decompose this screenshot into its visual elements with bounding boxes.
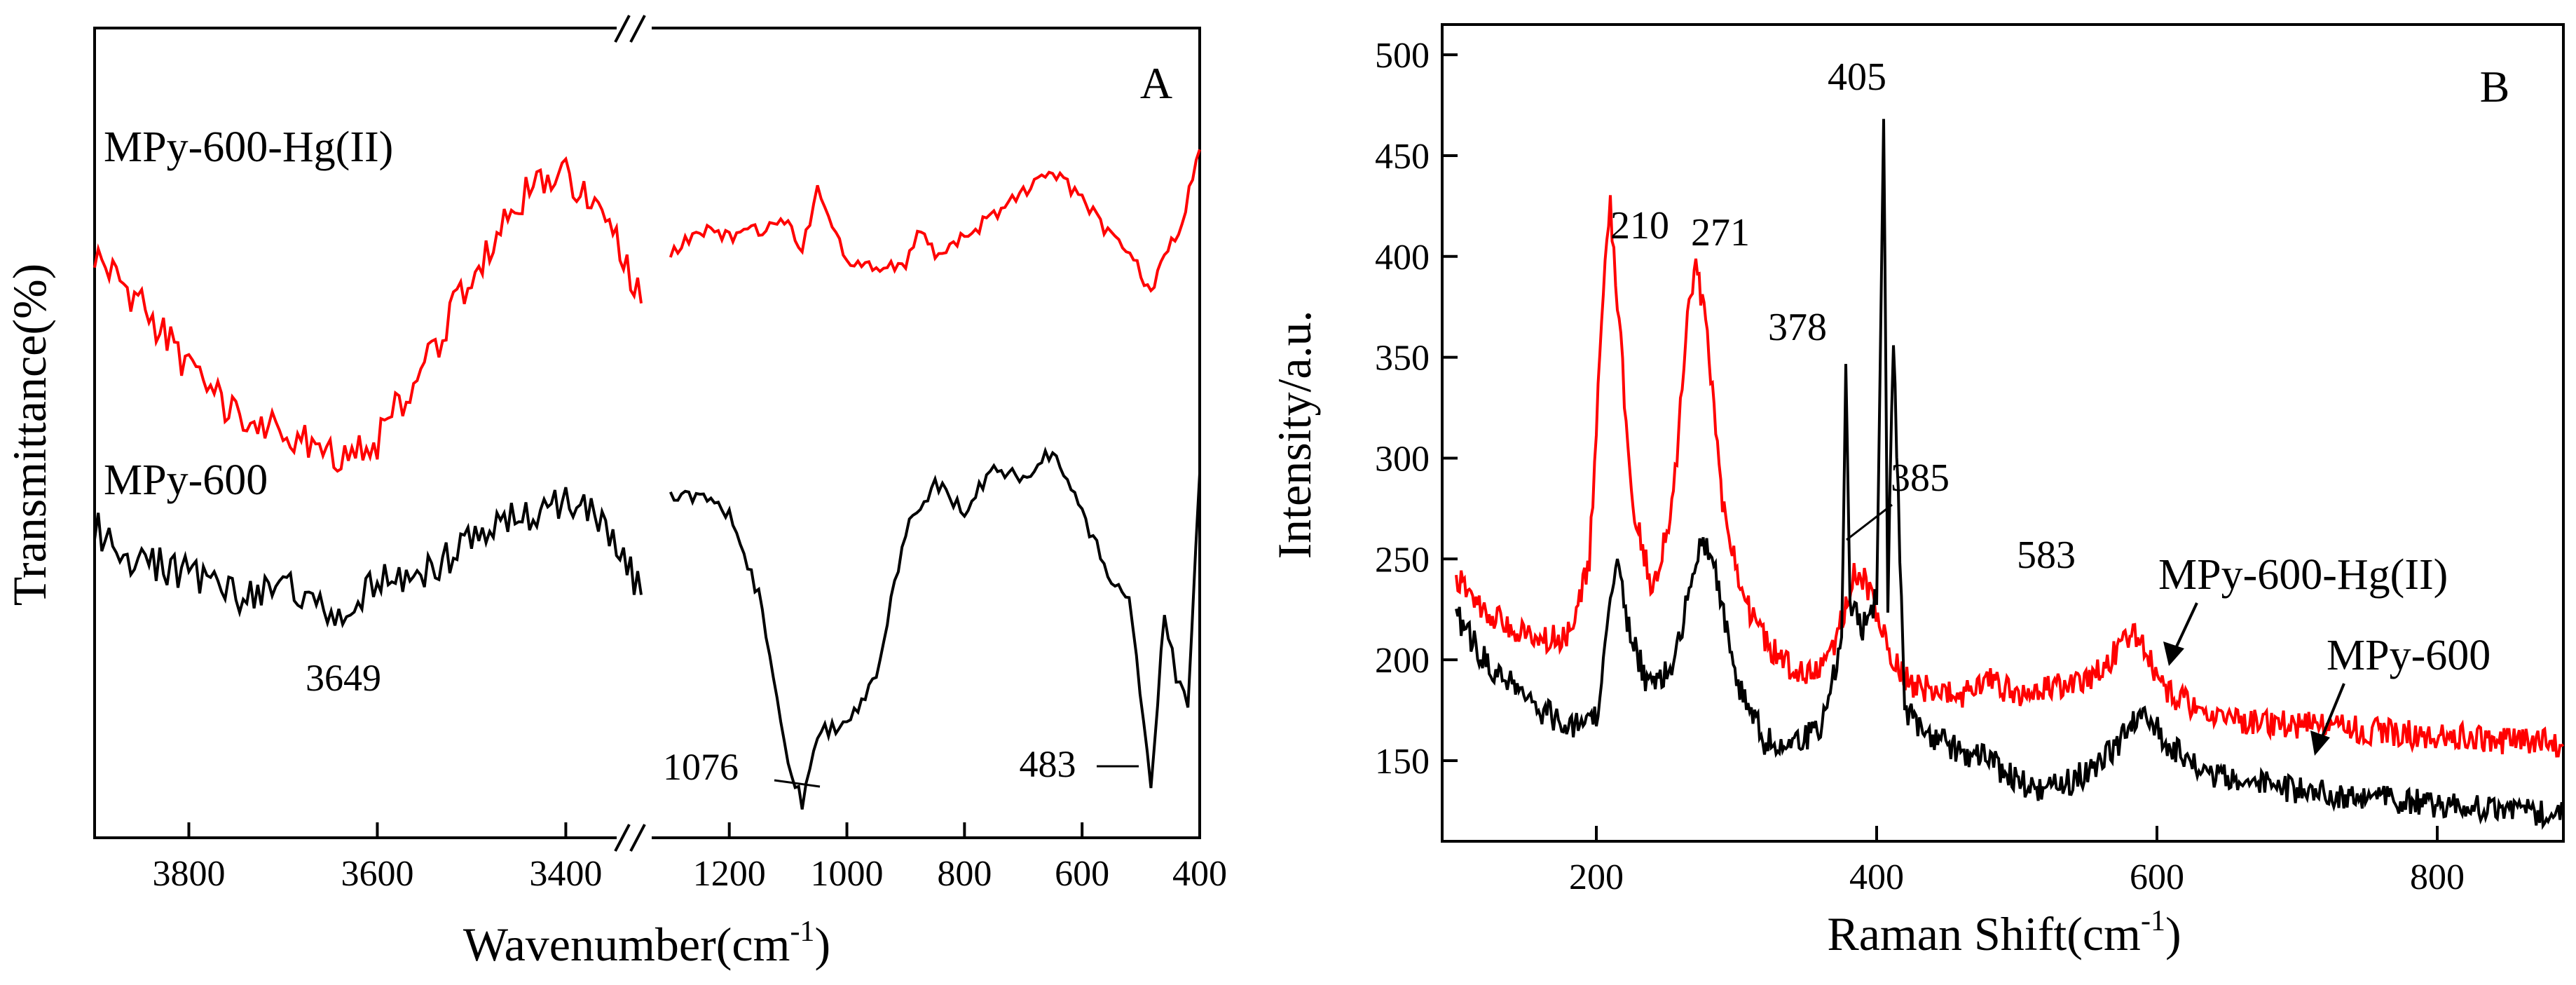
series-a-mpy-600-hg-part-2 xyxy=(669,149,1201,293)
panel-b-xtick-label: 200 xyxy=(1569,857,1624,897)
panel-b-ytick-label: 200 xyxy=(1375,641,1430,681)
legend-a-hg: MPy-600-Hg(II) xyxy=(104,123,393,171)
arrowhead-b-hg xyxy=(2163,641,2184,666)
arrow-b-mpy xyxy=(2318,683,2345,744)
panel-b-xtick-label: 600 xyxy=(2130,857,2184,897)
panel-a-ylabel: Transmittance(%) xyxy=(3,264,56,606)
annotation-1076: 1076 xyxy=(663,746,739,788)
panel-b-ytick-label: 350 xyxy=(1375,339,1430,379)
panel-a-xtick-label: 1000 xyxy=(811,854,884,894)
series-b-mpy-600 xyxy=(1455,118,2565,830)
legend-b-hg: MPy-600-Hg(II) xyxy=(2158,551,2448,599)
panel-a-label: A xyxy=(1140,58,1172,108)
legend-a-mpy: MPy-600 xyxy=(104,456,268,504)
panel-b-xlabel: Raman Shift(cm-1) xyxy=(1827,905,2181,960)
panel-a-xtick-label: 800 xyxy=(937,854,992,894)
panel-b-ytick-label: 300 xyxy=(1375,439,1430,479)
panel-a-xtick-label: 3400 xyxy=(529,854,602,894)
series-a-mpy-600-part-2 xyxy=(669,446,1201,810)
panel-b-frame xyxy=(1441,23,2565,843)
annotation-271: 271 xyxy=(1691,211,1750,254)
panel-a-xtick-label: 400 xyxy=(1172,854,1227,894)
panel-a-ticks: 3800 3600 3400 1200 1000 800 600 400 xyxy=(152,822,1227,894)
leader-1076 xyxy=(774,779,821,788)
panel-a-xlabel: Wavenumber(cm-1) xyxy=(463,916,830,971)
leader-385 xyxy=(1846,503,1893,541)
annotation-210: 210 xyxy=(1610,204,1669,247)
panel-b-ytick-label: 500 xyxy=(1375,36,1430,76)
panel-a-xtick-label: 1200 xyxy=(693,854,766,894)
panel-b-ytick-label: 400 xyxy=(1375,238,1430,278)
series-a-mpy-600-part-1 xyxy=(93,487,643,629)
annotation-483: 483 xyxy=(1020,743,1076,785)
panel-b-series xyxy=(1455,118,2565,830)
panel-b-label: B xyxy=(2480,62,2510,111)
panel-b-ylabel: Intensity/a.u. xyxy=(1268,310,1321,559)
legend-b-mpy: MPy-600 xyxy=(2327,632,2491,679)
panel-b-ytick-label: 450 xyxy=(1375,137,1430,177)
panel-b-ytick-label: 150 xyxy=(1375,742,1430,782)
annotation-405: 405 xyxy=(1828,55,1886,99)
annotation-583: 583 xyxy=(2017,534,2076,577)
axis-break-marks xyxy=(614,15,646,852)
series-b-mpy-600-hg xyxy=(1455,195,2565,758)
annotation-385: 385 xyxy=(1891,456,1950,500)
series-a-mpy-600-hg-part-1 xyxy=(93,156,643,473)
panel-b-ytick-label: 250 xyxy=(1375,540,1430,580)
panel-b-ticks: 200 400 600 800 150 200 250 300 350 400 450 500 xyxy=(1375,36,2465,897)
panel-a-series xyxy=(93,149,1201,810)
panel-b-xtick-label: 400 xyxy=(1849,857,1904,897)
panel-b: 200 400 600 800 150 200 250 300 350 400 450 500 B 2… xyxy=(1268,23,2565,960)
panel-a-xtick-label: 3600 xyxy=(341,854,413,894)
panel-a-xtick-label: 600 xyxy=(1055,854,1109,894)
panel-b-xtick-label: 800 xyxy=(2410,857,2465,897)
annotation-378: 378 xyxy=(1768,306,1827,349)
arrowhead-b-mpy xyxy=(2310,731,2330,756)
panel-a-xtick-label: 3800 xyxy=(152,854,225,894)
panel-a: 3800 3600 3400 1200 1000 800 600 400 A MPy-600-… xyxy=(3,15,1227,971)
annotation-3649: 3649 xyxy=(306,657,381,699)
